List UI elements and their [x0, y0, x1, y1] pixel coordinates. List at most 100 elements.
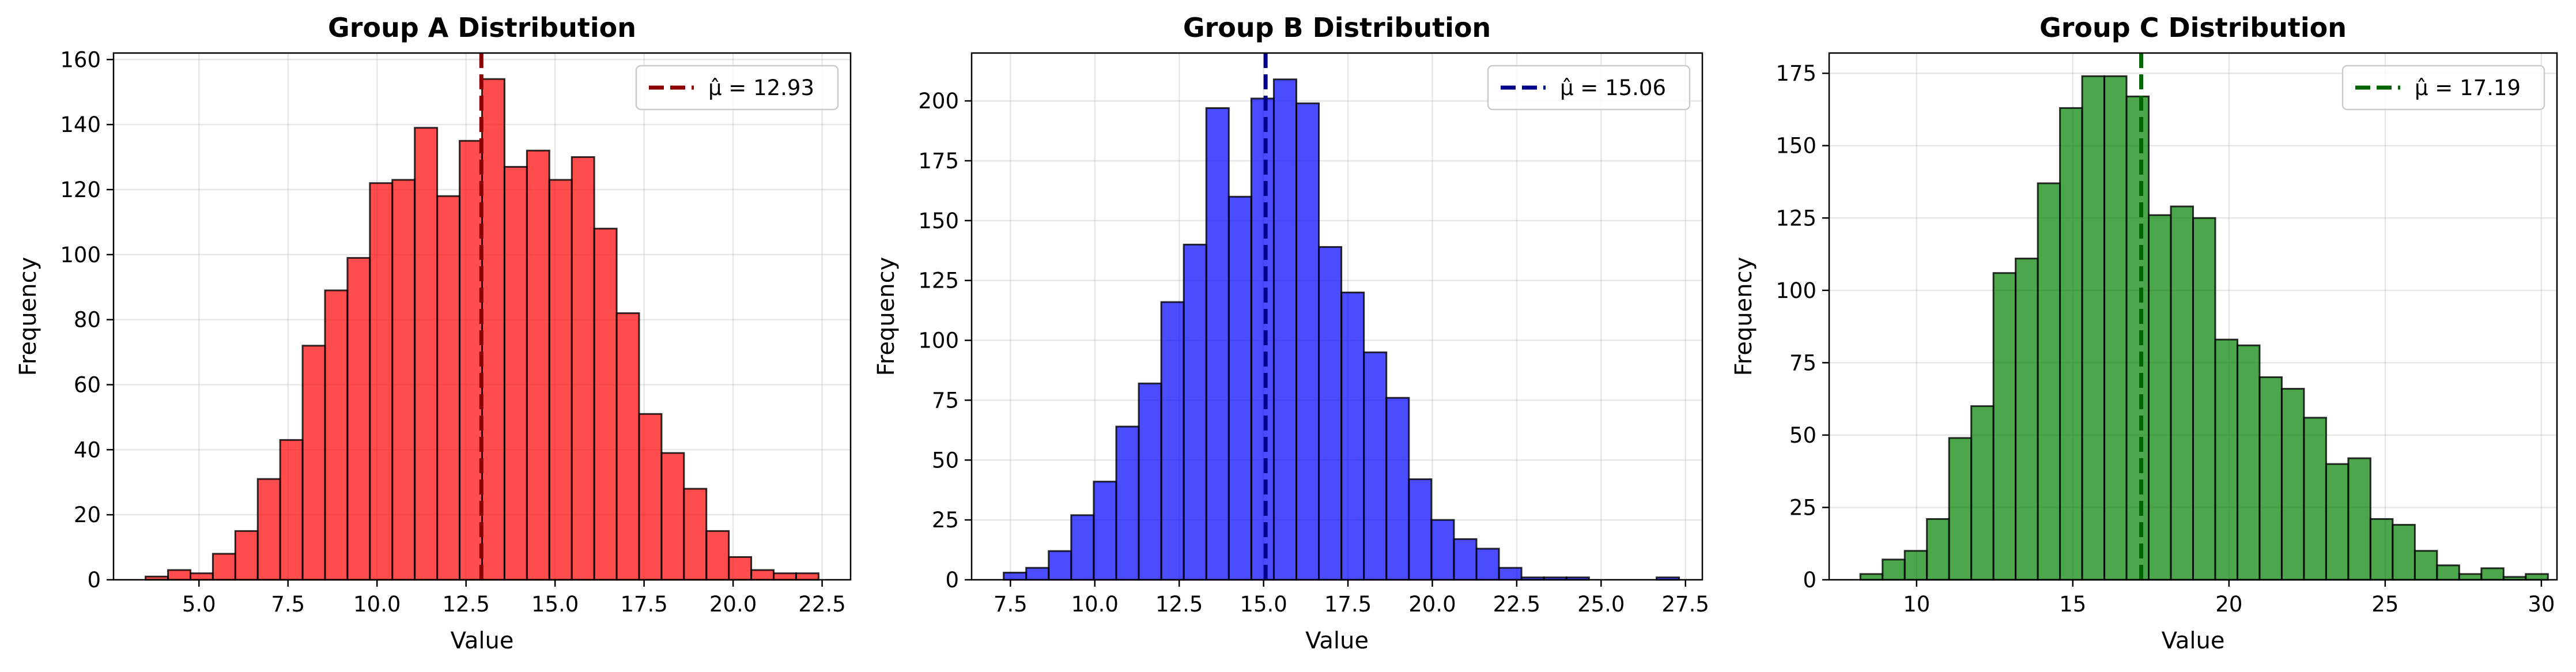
histogram-bar — [638, 413, 663, 581]
x-tick-label: 17.5 — [620, 592, 667, 617]
chart-title: Group C Distribution — [2039, 12, 2347, 43]
histogram-bar — [1295, 102, 1320, 581]
x-tick-label: 10.0 — [353, 592, 401, 617]
y-axis-label: Frequency — [873, 257, 900, 376]
histogram-bars — [1003, 78, 1680, 581]
histogram-bar — [1363, 351, 1388, 581]
x-axis-label: Value — [451, 628, 514, 654]
axes-frame — [970, 52, 1704, 581]
legend-box — [635, 65, 839, 111]
histogram-bar — [2347, 457, 2371, 581]
x-tick-label: 17.5 — [1324, 592, 1372, 617]
histogram-bar — [750, 569, 775, 581]
legend: μ̂ = 15.06 — [1487, 65, 1691, 111]
x-tick-label: 15.0 — [531, 592, 579, 617]
y-tick-label: 75 — [1789, 350, 1816, 375]
histogram-bar — [1318, 246, 1343, 581]
x-axis-label: Value — [1305, 628, 1369, 654]
histogram-bar — [1227, 195, 1252, 581]
x-tick-label: 27.5 — [1662, 592, 1709, 617]
histogram-bar — [683, 488, 708, 581]
chart-title: Group B Distribution — [1183, 12, 1491, 43]
x-tick-label: 22.5 — [798, 592, 845, 617]
y-tick-label: 60 — [74, 372, 101, 397]
histogram-bar — [705, 530, 730, 581]
histogram-bar — [1070, 514, 1095, 581]
histogram-bar — [728, 556, 753, 581]
x-tick-label: 7.5 — [271, 592, 305, 617]
x-tick-label: 20 — [2215, 592, 2242, 617]
histogram-bar — [2037, 182, 2061, 581]
histogram-bar — [414, 127, 439, 581]
histogram-bar — [234, 530, 259, 581]
histogram-bar — [301, 345, 326, 581]
histogram-bar — [2081, 75, 2106, 581]
x-tick-label: 25 — [2371, 592, 2399, 617]
histogram-bar — [2280, 388, 2305, 581]
histogram-bar — [548, 179, 573, 581]
y-tick-label: 50 — [932, 448, 959, 473]
histogram-bar — [1948, 437, 1973, 581]
histogram-bar — [2369, 518, 2394, 581]
histogram-bar — [2480, 567, 2505, 581]
histogram-bar — [346, 256, 371, 581]
y-tick-label: 25 — [932, 508, 959, 533]
histogram-bar — [324, 289, 349, 581]
y-tick-label: 200 — [918, 89, 959, 114]
x-tick-label: 25.0 — [1577, 592, 1625, 617]
histogram-bar — [279, 439, 304, 581]
histogram-bar — [2103, 75, 2128, 581]
x-axis-label: Value — [2162, 628, 2225, 654]
histogram-bar — [660, 452, 685, 581]
x-tick-label: 15 — [2059, 592, 2086, 617]
x-tick-label: 12.5 — [1155, 592, 1203, 617]
histogram-bar — [2170, 205, 2194, 581]
y-tick-label: 50 — [1789, 423, 1816, 448]
histogram-bar — [189, 572, 214, 581]
histogram-bar — [615, 312, 640, 581]
histogram-bar — [1903, 550, 1928, 581]
histogram-bar — [2015, 258, 2039, 581]
histogram-bar — [1160, 301, 1185, 581]
legend: μ̂ = 12.93 — [635, 65, 839, 111]
histogram-bar — [526, 149, 550, 581]
legend-label: μ̂ = 15.06 — [1560, 75, 1666, 100]
x-tick-label: 15.0 — [1240, 592, 1287, 617]
chart-panel-group-a: 5.0 7.5 10.0 12.5 15.0 17.5 20.0 22.5 0 20 40 60 80 1… — [15, 12, 852, 654]
histogram-bar — [2192, 217, 2216, 581]
histogram-bar — [2525, 573, 2549, 581]
y-tick-label: 100 — [60, 243, 101, 267]
histogram-bar — [1138, 382, 1162, 581]
histogram-bar — [2303, 417, 2327, 581]
x-tick-label: 20.0 — [1408, 592, 1456, 617]
y-tick-label: 80 — [74, 308, 101, 333]
y-tick-label: 150 — [918, 209, 959, 233]
legend-box — [1487, 65, 1691, 111]
histogram-bar — [1475, 548, 1500, 581]
y-tick-label: 20 — [74, 503, 101, 527]
axes-frame — [112, 52, 852, 581]
y-axis-label: Frequency — [15, 257, 41, 376]
histogram-bar — [2258, 376, 2283, 581]
y-tick-label: 75 — [932, 388, 959, 413]
y-tick-label: 0 — [945, 568, 959, 592]
histogram-bar — [481, 78, 505, 581]
histogram-bar — [1970, 405, 1995, 581]
y-tick-label: 0 — [87, 568, 101, 592]
y-tick-label: 40 — [74, 437, 101, 462]
histogram-bar — [1882, 558, 1906, 581]
x-tick-label: 20.0 — [709, 592, 757, 617]
x-tick-label: 12.5 — [443, 592, 490, 617]
histogram-bar — [1025, 567, 1050, 581]
y-tick-label: 25 — [1789, 495, 1816, 520]
y-tick-label: 0 — [1803, 568, 1816, 592]
y-tick-label: 100 — [918, 329, 959, 353]
histogram-bar — [2236, 344, 2261, 581]
histogram-bar — [459, 139, 483, 581]
histogram-bars — [1859, 75, 2549, 581]
histogram-bar — [369, 182, 394, 581]
legend: μ̂ = 17.19 — [2341, 65, 2545, 111]
histogram-bar — [2059, 107, 2083, 581]
histogram-bar — [1003, 572, 1028, 581]
legend-label: μ̂ = 12.93 — [708, 75, 814, 100]
